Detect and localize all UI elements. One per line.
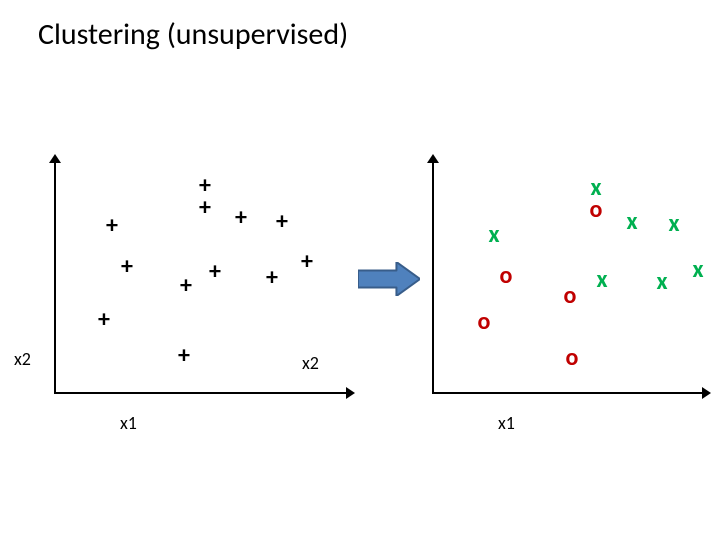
right-x-marker: x bbox=[488, 223, 499, 247]
right-x-axis bbox=[432, 392, 702, 394]
left-plus-marker: + bbox=[180, 274, 192, 298]
right-o-marker: o bbox=[500, 264, 513, 288]
right-y-axis bbox=[432, 160, 434, 392]
slide: Clustering (unsupervised) x2 x1 x2 x1 ++… bbox=[0, 0, 720, 540]
right-o-marker: o bbox=[566, 346, 579, 370]
left-plus-marker: + bbox=[178, 344, 190, 368]
left-x1-label: x1 bbox=[120, 412, 137, 434]
left-x-axis bbox=[54, 392, 346, 394]
left-plus-marker: + bbox=[209, 260, 221, 284]
right-x-marker: x bbox=[692, 258, 703, 282]
right-x-marker: x bbox=[596, 268, 607, 292]
left-plus-marker: + bbox=[301, 250, 313, 274]
left-plus-marker: + bbox=[121, 255, 133, 279]
right-x-marker: x bbox=[668, 212, 679, 236]
right-x-marker: x bbox=[656, 270, 667, 294]
right-x1-label: x1 bbox=[498, 412, 515, 434]
right-x-marker: x bbox=[626, 210, 637, 234]
right-y-arrowhead bbox=[427, 154, 439, 163]
left-plus-marker: + bbox=[199, 196, 211, 220]
left-y-axis bbox=[54, 160, 56, 392]
transition-arrow bbox=[358, 262, 420, 296]
right-o-marker: o bbox=[478, 310, 491, 334]
left-y-arrowhead bbox=[49, 154, 61, 163]
right-x-arrowhead bbox=[702, 387, 711, 399]
left-plus-marker: + bbox=[266, 266, 278, 290]
right-o-marker: o bbox=[590, 198, 603, 222]
left-plus-marker: + bbox=[106, 214, 118, 238]
left-x2-label: x2 bbox=[14, 348, 31, 370]
left-x-arrowhead bbox=[346, 387, 355, 399]
right-o-marker: o bbox=[564, 284, 577, 308]
right-x2-label: x2 bbox=[302, 352, 319, 374]
left-plus-marker: + bbox=[276, 210, 288, 234]
left-plus-marker: + bbox=[235, 206, 247, 230]
slide-title: Clustering (unsupervised) bbox=[38, 16, 348, 53]
left-plus-marker: + bbox=[98, 308, 110, 332]
